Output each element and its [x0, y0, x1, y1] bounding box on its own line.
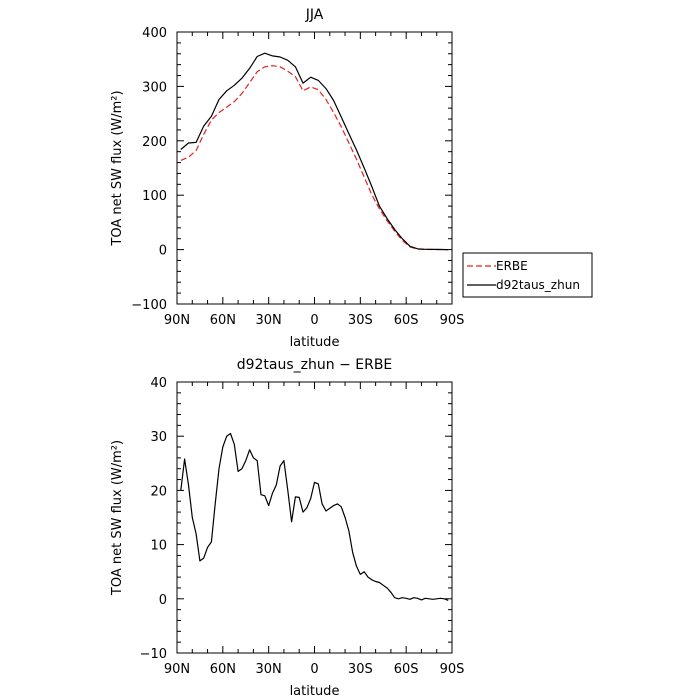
chart-panel-1: 90N 60N 30N 0 30S 60S 90S −100 0 100 200 300 400 JJA l…	[110, 7, 593, 350]
y-tick-label: −100	[131, 298, 167, 313]
x-tick-label: 60N	[210, 662, 236, 677]
series-line-1	[180, 432, 449, 601]
x-tick-label: 90N	[164, 662, 190, 677]
legend-box	[462, 252, 593, 298]
x-tick-label: 0	[310, 662, 318, 677]
x-axis-label: latitude	[290, 335, 340, 350]
y-tick-label: 0	[159, 244, 167, 259]
chart-title: d92taus_zhun − ERBE	[237, 357, 393, 373]
y-tick-label: 300	[142, 80, 167, 95]
x-axis-label: latitude	[290, 684, 340, 699]
y-tick-label: −10	[140, 647, 167, 662]
x-tick-label: 90S	[440, 313, 465, 328]
chart-panel-2: 90N 60N 30N 0 30S 60S 90S −10 0 10 20 30 40 d92taus_z…	[110, 357, 464, 699]
y-tick-label: 40	[150, 376, 167, 391]
chart-title: JJA	[305, 7, 324, 23]
x-tick-label: 30S	[348, 313, 373, 328]
x-tick-label: 60S	[394, 313, 419, 328]
y-axis-label: TOA net SW flux (W/m²)	[110, 440, 125, 596]
y-axis-label: TOA net SW flux (W/m²)	[110, 90, 125, 246]
legend-label: ERBE	[496, 259, 528, 273]
legend: ERBE d92taus_zhun	[462, 252, 593, 298]
x-tick-label: 60N	[210, 313, 236, 328]
x-tick-label: 60S	[394, 662, 419, 677]
x-tick-label: 30N	[256, 313, 282, 328]
legend-label: d92taus_zhun	[496, 278, 580, 292]
y-tick-label: 10	[150, 539, 167, 554]
x-tick-label: 30S	[348, 662, 373, 677]
plot-frame	[176, 381, 453, 654]
x-tick-label: 0	[310, 313, 318, 328]
y-tick-label: 20	[150, 484, 167, 499]
series-line-erbe	[180, 65, 449, 251]
y-tick-label: 0	[159, 593, 167, 608]
x-tick-label: 90S	[440, 662, 465, 677]
y-tick-label: 100	[142, 189, 167, 204]
series-line-d92taus-zhun	[180, 52, 449, 251]
plot-frame	[176, 31, 453, 305]
y-tick-label: 200	[142, 135, 167, 150]
x-tick-label: 30N	[256, 662, 282, 677]
y-tick-label: 400	[142, 26, 167, 41]
y-tick-label: 30	[150, 430, 167, 445]
x-tick-label: 90N	[164, 313, 190, 328]
